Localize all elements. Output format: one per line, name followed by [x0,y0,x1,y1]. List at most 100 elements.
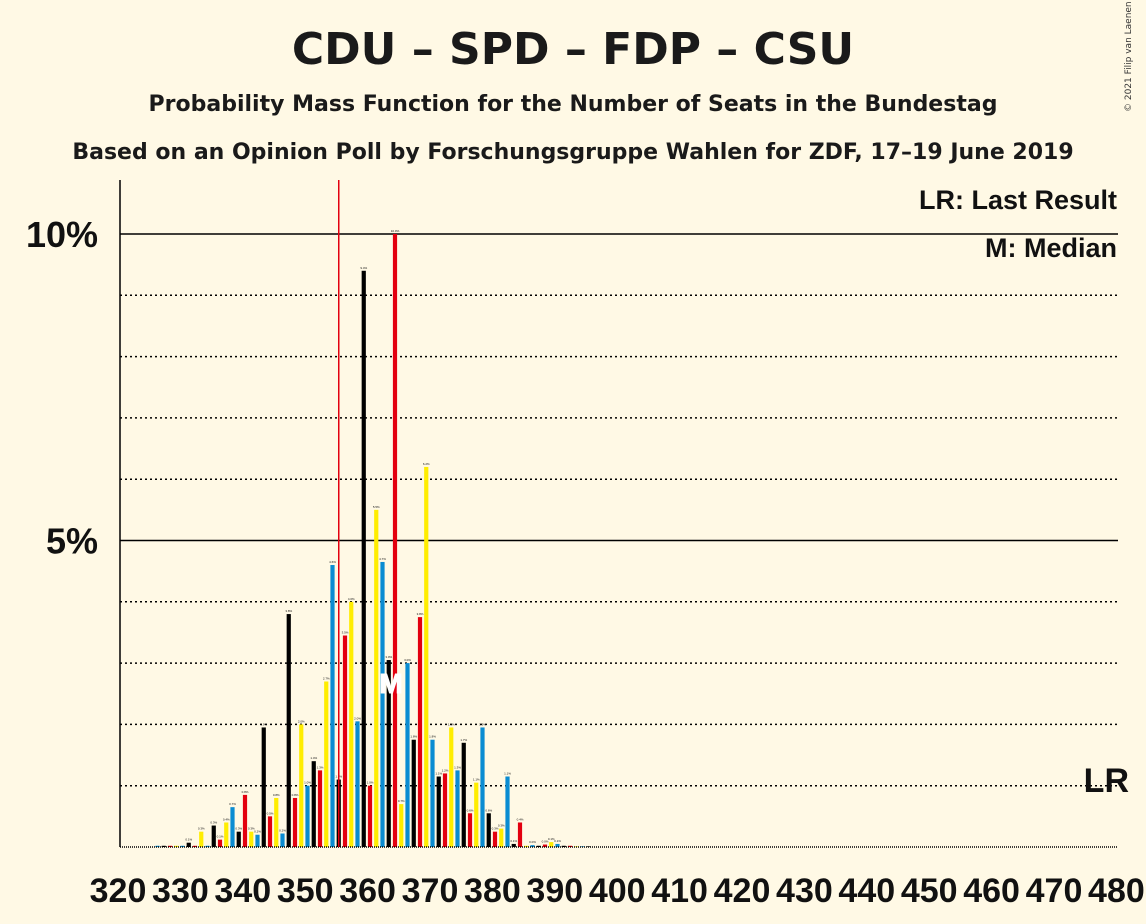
bar-370 [430,739,435,847]
bar-label-343: 1.9% [260,722,267,726]
bar-327 [161,845,166,847]
markers: M LR [338,180,1129,847]
bar-347 [286,614,291,847]
bar-label-368: 3.8% [417,612,424,616]
bar-label-352: 1.3% [317,765,324,769]
bar-381 [499,828,504,847]
median-marker: M [379,668,402,699]
bar-label-365: 0.7% [398,799,405,803]
bar-label-354: 4.6% [329,560,336,564]
bar-336 [217,839,223,847]
bar-382 [505,776,510,847]
bar-label-390: 0.1% [554,839,561,843]
bar-377 [474,782,479,847]
bar-379 [486,813,491,847]
bar-label-369: 6.2% [423,462,430,466]
bar-label-346: 0.2% [279,829,286,833]
bar-373 [449,727,454,847]
y-tick-label: 10% [26,214,98,255]
bar-label-357: 4.0% [348,597,355,601]
bar-label-380: 0.3% [492,827,499,831]
bar-348 [292,797,298,847]
bar-label-375: 1.7% [460,738,467,742]
bar-359 [361,270,366,847]
bar-label-383: 0.1% [510,839,517,843]
bar-label-353: 2.7% [323,676,330,680]
bar-352 [317,770,323,847]
last-result-label: LR [1084,762,1129,800]
bar-369 [424,466,429,847]
legend-last-result: LR: Last Result [919,185,1117,215]
bar-367 [411,739,416,847]
x-tick-label: 440 [838,872,895,910]
bar-344 [267,816,273,847]
bar-371 [436,776,441,847]
bar-label-336: 0.1% [217,835,224,839]
x-tick-label: 350 [277,872,334,910]
bar-label-364: 10.0% [391,229,400,233]
bar-334 [205,845,210,847]
bar-label-361: 5.5% [373,505,380,509]
bar-349 [299,724,304,847]
bar-375 [461,742,466,847]
bar-label-389: 0.1% [548,837,555,841]
x-tick-label: 400 [589,872,646,910]
x-tick-label: 330 [152,872,209,910]
x-tick-label: 360 [339,872,396,910]
bar-label-340: 0.8% [242,790,249,794]
x-tick-label: 470 [1026,872,1083,910]
bar-label-341: 0.3% [248,827,255,831]
bar-341 [249,831,254,847]
bar-366 [405,663,410,847]
bar-label-370: 1.8% [429,735,436,739]
bar-353 [324,681,329,847]
bar-label-337: 0.4% [223,817,230,821]
axes: 320 330 340 350 360 370 380 390 400 410 420 430 440 4… [90,180,1145,910]
bar-331 [186,842,191,847]
bars: 0.1%0.3%0.3%0.1%0.4%0.7%0.3%0.8%0.3%0.2%… [155,229,591,847]
bar-363 [386,660,391,847]
bar-374 [455,770,460,847]
bar-358 [355,721,360,847]
chart-title: CDU – SPD – FDP – CSU [291,24,855,75]
bar-346 [280,833,285,847]
bar-label-372: 1.2% [442,768,449,772]
bar-label-339: 0.3% [235,827,242,831]
x-tick-label: 380 [464,872,521,910]
bar-364 [392,234,398,847]
bar-label-344: 0.5% [267,811,274,815]
bar-326 [155,845,160,847]
legend-median: M: Median [985,233,1117,263]
bar-388 [542,844,548,847]
x-tick-label: 460 [963,872,1020,910]
bar-356 [342,635,348,847]
x-tick-label: 390 [526,872,583,910]
bar-label-367: 1.8% [410,735,417,739]
bar-380 [492,831,498,847]
bar-350 [305,785,310,847]
x-tick-label: 410 [651,872,708,910]
bar-label-377: 1.1% [473,778,480,782]
bar-label-342: 0.2% [254,830,261,834]
bar-345 [274,797,279,847]
bar-label-382: 1.1% [504,772,511,776]
grid-lines: 5% 10% [26,214,1118,787]
bar-label-388: 0.0% [542,840,549,844]
bar-368 [417,617,423,847]
bar-label-358: 2.0% [354,716,361,720]
bar-372 [442,773,448,847]
bar-337 [224,822,229,847]
bar-360 [367,785,373,847]
x-tick-label: 480 [1088,872,1145,910]
bar-label-376: 0.6% [467,808,474,812]
bar-389 [549,842,554,847]
bar-label-333: 0.3% [198,827,205,831]
bar-354 [330,565,335,847]
bar-label-338: 0.7% [229,802,236,806]
x-tick-label: 430 [776,872,833,910]
x-tick-label: 340 [214,872,271,910]
bar-label-360: 1.0% [367,781,374,785]
bar-label-347: 3.8% [285,609,292,613]
bar-386 [530,845,535,847]
